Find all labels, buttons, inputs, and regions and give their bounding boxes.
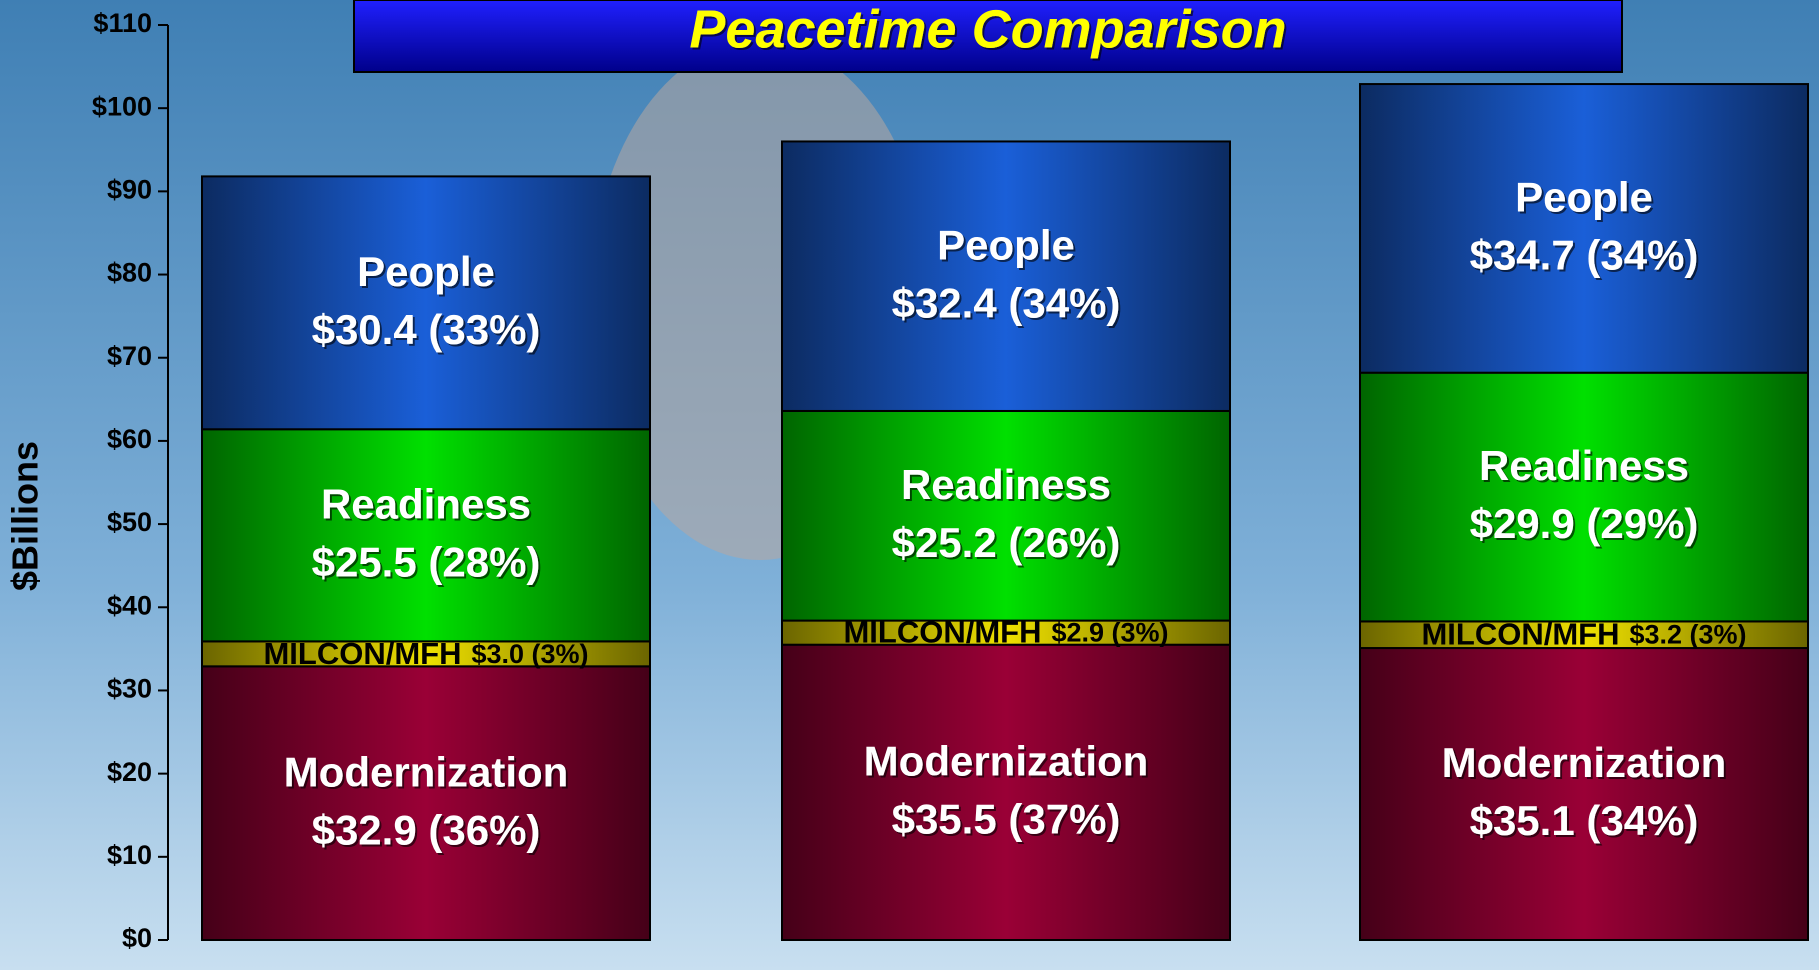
- series-name-label: Modernization: [864, 737, 1149, 784]
- y-tick-label: $110: [93, 8, 152, 38]
- y-tick-label: $90: [107, 174, 152, 204]
- bar-segment: [202, 666, 650, 940]
- bar-segment: [202, 429, 650, 641]
- y-tick-label: $80: [107, 258, 152, 288]
- series-name-label: People: [357, 248, 495, 295]
- series-name-label: Readiness: [901, 461, 1111, 508]
- bar-segment: [782, 645, 1230, 940]
- chart: Peacetime Comparison $Billions $0 $10 $20 $…: [0, 0, 1819, 970]
- bar-segment: [202, 176, 650, 429]
- value-label: $30.4 (33%): [312, 306, 541, 353]
- y-tick-label: $10: [107, 840, 152, 870]
- series-name-label: Readiness: [1479, 442, 1689, 489]
- chart-title: Peacetime Comparison: [689, 0, 1286, 59]
- value-label: $34.7 (34%): [1470, 231, 1699, 278]
- value-label: $25.5 (28%): [312, 538, 541, 585]
- y-tick-label: $60: [107, 424, 152, 454]
- value-label: $35.5 (37%): [892, 795, 1121, 842]
- value-label: $32.9 (36%): [312, 806, 541, 853]
- value-label: $35.1 (34%): [1470, 797, 1699, 844]
- value-label: $29.9 (29%): [1470, 500, 1699, 547]
- y-tick-label: $100: [92, 91, 152, 121]
- series-name-label: Modernization: [284, 748, 569, 795]
- y-axis-label: $Billions: [5, 441, 46, 591]
- series-name-label: Readiness: [321, 480, 531, 527]
- value-label: $32.4 (34%): [892, 279, 1121, 326]
- y-tick-label: $30: [107, 674, 152, 704]
- y-tick-label: $0: [122, 923, 152, 953]
- bar-segment: [1360, 648, 1808, 940]
- bar-segment: [1360, 84, 1808, 373]
- value-label: $3.2 (3%): [1629, 620, 1746, 650]
- bar-segment: [782, 411, 1230, 621]
- value-label: $25.2 (26%): [892, 519, 1121, 566]
- series-name-label: People: [1515, 173, 1653, 220]
- y-tick-label: $40: [107, 590, 152, 620]
- value-label: $2.9 (3%): [1051, 618, 1168, 648]
- y-tick-label: $50: [107, 507, 152, 537]
- value-label: $3.0 (3%): [471, 639, 588, 669]
- series-name-label: Modernization: [1442, 739, 1727, 786]
- bar-segment: [782, 141, 1230, 411]
- bar-segment: [1360, 373, 1808, 622]
- y-tick-label: $20: [107, 757, 152, 787]
- y-tick-label: $70: [107, 341, 152, 371]
- series-name-label: People: [937, 221, 1075, 268]
